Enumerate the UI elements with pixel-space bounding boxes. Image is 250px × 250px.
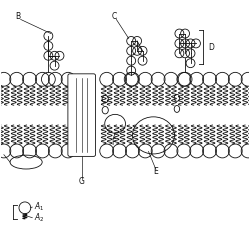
Text: $A_2$: $A_2$ (34, 212, 44, 224)
Text: C: C (111, 12, 116, 22)
Text: F: F (111, 138, 115, 147)
Text: G: G (79, 177, 85, 186)
Text: B: B (16, 12, 21, 22)
Text: D: D (208, 42, 214, 52)
Text: $A_1$: $A_1$ (34, 201, 44, 213)
FancyBboxPatch shape (68, 74, 96, 156)
Text: E: E (154, 168, 158, 176)
